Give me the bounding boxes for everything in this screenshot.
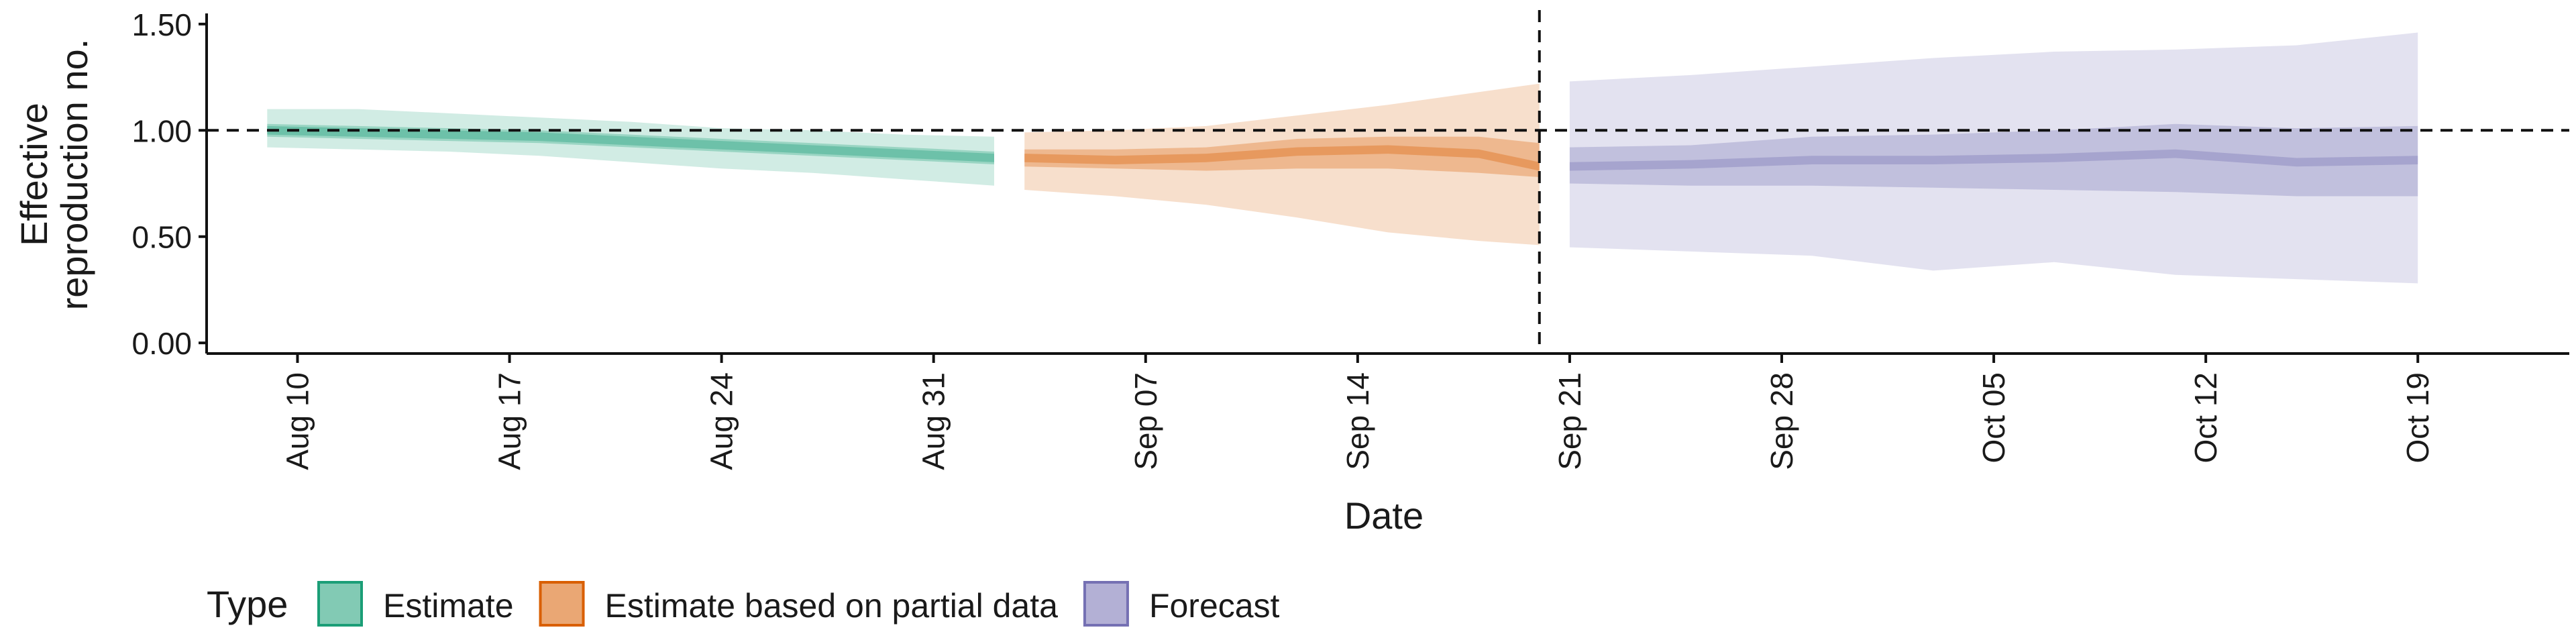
legend-label-forecast: Forecast [1149, 587, 1280, 625]
legend-label-estimate: Estimate [383, 587, 514, 625]
x-tick-label: Oct 19 [2400, 372, 2435, 464]
plot-area [267, 32, 2418, 284]
legend-title: Type [207, 583, 288, 625]
legend-item-estimate-based-on-partial-data: Estimate based on partial data [539, 581, 1059, 627]
x-tick-label: Sep 28 [1764, 372, 1799, 470]
y-tick-label: 1.50 [131, 7, 192, 42]
legend-key-forecast [1083, 581, 1129, 627]
band-50-forecast [1569, 123, 2418, 197]
y-tick-label: 1.00 [131, 113, 192, 148]
x-tick-label: Sep 07 [1128, 372, 1163, 470]
legend-label-estimate-based-on-partial-data: Estimate based on partial data [605, 587, 1059, 625]
band-90-forecast [1569, 32, 2418, 284]
y-tick-label: 0.00 [131, 326, 192, 361]
median-estimate [267, 125, 994, 162]
axes: 0.00 0.50 1.00 1.50 Aug 10 Aug 17 Aug 24 Aug 31… [131, 7, 2569, 470]
median-estimate-based-on-partial-data [1024, 145, 1540, 171]
legend: Type Estimate Estimate based on partial d… [207, 581, 1280, 627]
y-axis-label: Effective reproduction no. [13, 39, 95, 311]
band-50-estimate-based-on-partial-data [1024, 136, 1540, 177]
x-tick-label: Aug 31 [916, 372, 951, 470]
x-tick-label: Aug 24 [704, 372, 739, 470]
x-tick-label: Aug 10 [280, 372, 315, 470]
series-forecast [1569, 32, 2418, 284]
band-50-estimate [267, 123, 994, 164]
band-90-estimate [267, 109, 994, 186]
x-tick-label: Oct 12 [2188, 372, 2223, 464]
legend-key-estimate [317, 581, 363, 627]
x-axis-label: Date [1344, 494, 1424, 537]
legend-key-estimate-based-on-partial-data [539, 581, 585, 627]
x-tick-label: Sep 14 [1340, 372, 1375, 470]
x-tick-label: Oct 05 [1976, 372, 2011, 464]
series-estimate-based-on-partial-data [1024, 83, 1540, 246]
legend-item-estimate: Estimate [317, 581, 514, 627]
y-tick-label: 0.50 [131, 220, 192, 255]
series-estimate [267, 109, 994, 186]
x-tick-label: Sep 21 [1552, 372, 1587, 470]
legend-item-forecast: Forecast [1083, 581, 1280, 627]
x-tick-label: Aug 17 [492, 372, 527, 470]
y-axis-label-line-1: Effective [13, 103, 55, 246]
y-axis-label-line-2: reproduction no. [53, 39, 95, 311]
median-forecast [1569, 149, 2418, 171]
reference-lines [207, 10, 2569, 354]
band-90-estimate-based-on-partial-data [1024, 83, 1540, 246]
